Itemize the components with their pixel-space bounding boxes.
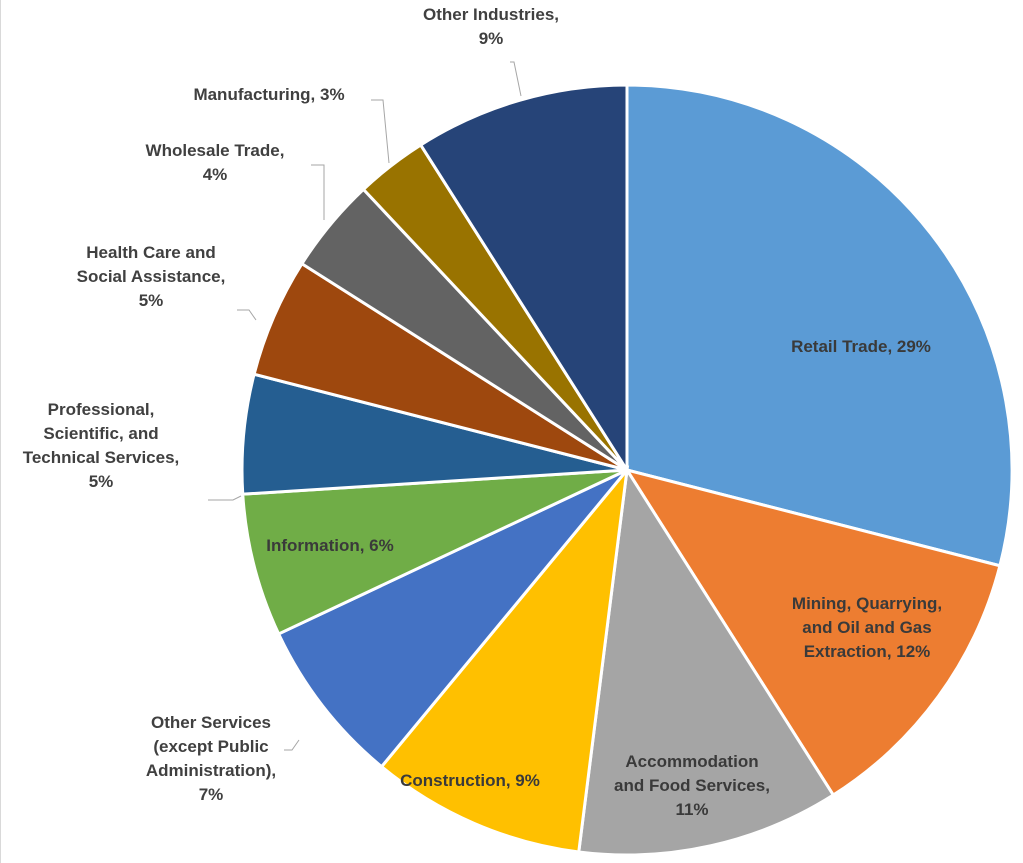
leader-line-7 <box>208 495 242 501</box>
slice-label-5: Other Services (except Public Administrati… <box>146 713 276 804</box>
slice-label-line: Wholesale Trade, <box>146 141 285 160</box>
slice-label-3: Accommodation and Food Services, 11% <box>614 752 770 819</box>
leader-line-9 <box>311 164 325 220</box>
slice-label-line: Technical Services, <box>23 448 180 467</box>
slice-label-line: Other Services <box>151 713 271 732</box>
slice-label-line: and Food Services, <box>614 776 770 795</box>
slice-label-line: Other Industries, <box>423 5 559 24</box>
slice-label-line: 11% <box>675 800 708 819</box>
slice-label-line: Professional, <box>48 400 155 419</box>
slice-label-line: 5% <box>89 472 114 491</box>
slice-label-line: Social Assistance, <box>77 267 226 286</box>
leader-line-5 <box>284 739 300 751</box>
slice-labels: Retail Trade, 29% Mining, Quarrying, and O… <box>23 5 942 819</box>
slice-label-8: Health Care and Social Assistance, 5% <box>77 243 226 310</box>
pie-slice-2 <box>623 467 1002 798</box>
leader-line-10 <box>371 99 390 164</box>
pie-slice-1 <box>625 83 1014 568</box>
leader-lines <box>208 61 522 751</box>
pie-slice-5 <box>276 468 629 769</box>
slice-label-line: Administration), <box>146 761 276 780</box>
slice-label-1: Retail Trade, 29% <box>791 337 931 356</box>
slice-label-9: Wholesale Trade, 4% <box>146 141 285 184</box>
slice-label-4: Construction, 9% <box>400 771 540 790</box>
slice-label-line: Retail Trade, 29% <box>791 337 931 356</box>
slice-label-10: Manufacturing, 3% <box>193 85 344 104</box>
slice-label-line: Health Care and <box>86 243 215 262</box>
slice-label-7: Professional, Scientific, and Technical Se… <box>23 400 180 491</box>
leader-line-11 <box>510 61 522 97</box>
slice-label-2: Mining, Quarrying, and Oil and Gas Extract… <box>792 594 942 661</box>
slice-label-line: 4% <box>203 165 228 184</box>
slice-label-line: Information, 6% <box>266 536 394 555</box>
pie-slice-6 <box>241 468 628 636</box>
slice-label-line: 9% <box>479 29 504 48</box>
slice-label-line: Construction, 9% <box>400 771 540 790</box>
pie-slice-4 <box>379 465 630 854</box>
slice-label-line: Scientific, and <box>43 424 158 443</box>
pie-slices <box>240 83 1014 857</box>
slice-label-11: Other Industries, 9% <box>423 5 559 48</box>
pie-slice-11 <box>418 83 629 476</box>
slice-label-line: (except Public <box>153 737 268 756</box>
leader-line-8 <box>237 309 257 321</box>
slice-label-line: 7% <box>199 785 224 804</box>
pie-slice-3 <box>577 465 836 857</box>
slice-label-line: Extraction, 12% <box>804 642 931 661</box>
slice-label-line: 5% <box>139 291 164 310</box>
slice-label-6: Information, 6% <box>266 536 394 555</box>
slice-label-line: Mining, Quarrying, <box>792 594 942 613</box>
slice-label-line: Accommodation <box>625 752 758 771</box>
slice-label-line: Manufacturing, 3% <box>193 85 344 104</box>
slice-label-line: and Oil and Gas <box>802 618 931 637</box>
